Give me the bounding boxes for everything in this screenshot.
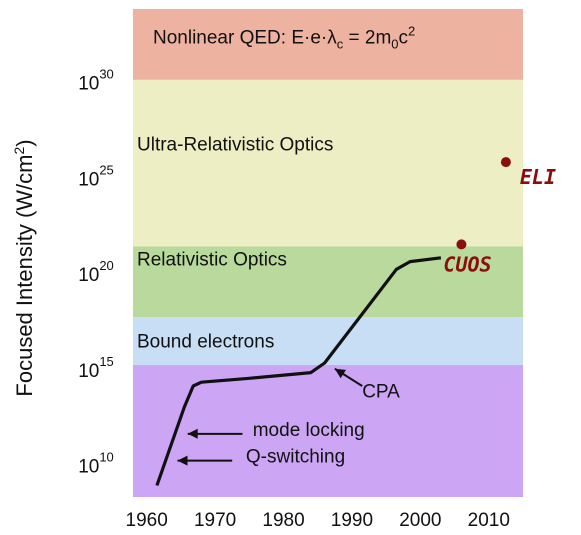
y-tick-label-1e20: 1020 — [78, 258, 114, 286]
y-tick-base: 10 — [78, 169, 99, 190]
y-tick-label-1e25: 1025 — [78, 162, 114, 190]
qed-text-c: c — [399, 27, 409, 48]
y-tick-exponent: 20 — [99, 258, 113, 273]
qed-text-prefix: Nonlinear QED: E·e·λ — [153, 27, 337, 48]
qed-subscript-0: 0 — [391, 36, 398, 51]
point-label-eli: ELI — [520, 165, 556, 189]
y-tick-base: 10 — [78, 265, 99, 286]
band-label-ultra-relativistic-optics: Ultra-Relativistic Optics — [137, 135, 333, 156]
y-tick-exponent: 15 — [99, 354, 113, 369]
point-label-cuos: CUOS — [443, 252, 491, 276]
band-label-relativistic-optics: Relativistic Optics — [137, 249, 287, 270]
qed-text-mid: = 2m — [343, 27, 391, 48]
arrow-q-switching-head — [177, 455, 188, 466]
facility-points: CUOS ELI — [443, 157, 556, 276]
x-tick-label-2000: 2000 — [399, 510, 441, 531]
x-tick-label-2010: 2010 — [468, 510, 510, 531]
intensity-curve-line — [155, 256, 442, 487]
y-tick-base: 10 — [78, 456, 99, 477]
y-tick-exponent: 25 — [99, 162, 113, 177]
x-tick-label-1960: 1960 — [126, 510, 168, 531]
y-tick-exponent: 10 — [99, 449, 113, 464]
band-relativistic-optics — [133, 246, 523, 318]
band-labels: Bound electrons Relativistic Optics Ultra-… — [137, 135, 333, 353]
y-axis-label-close: ) — [12, 139, 37, 146]
y-tick-exponent: 30 — [99, 67, 113, 82]
annotation-q-switching: Q-switching — [246, 447, 345, 468]
annotation-mode-locking: mode locking — [253, 420, 365, 441]
qed-subscript-c: c — [337, 36, 344, 51]
band-region-4 — [133, 9, 523, 80]
x-tick-label-1970: 1970 — [194, 510, 236, 531]
arrow-mode-locking-head — [187, 428, 198, 439]
band-label-bound-electrons: Bound electrons — [137, 332, 274, 353]
annotation-cpa: CPA — [362, 381, 400, 402]
x-axis: 1960 1970 1980 1990 2000 2010 — [126, 510, 510, 531]
point-cuos — [456, 239, 467, 250]
qed-superscript-2: 2 — [408, 23, 415, 38]
y-tick-label-1e10: 1010 — [78, 449, 114, 477]
intensity-bands — [133, 9, 523, 497]
band-ultra-relativistic-optics — [133, 79, 523, 247]
arrow-cpa-head — [334, 368, 346, 379]
y-axis-label: Focused Intensity (W/cm2) — [11, 139, 37, 396]
x-tick-label-1990: 1990 — [331, 510, 373, 531]
y-tick-label-1e15: 1015 — [78, 354, 114, 382]
band-region-0 — [133, 364, 523, 497]
point-eli — [500, 157, 511, 168]
y-tick-label-1e30: 1030 — [78, 67, 114, 95]
x-tick-label-1980: 1980 — [262, 510, 304, 531]
y-tick-base: 10 — [78, 74, 99, 95]
annotations: CPA mode locking Q-switching — [177, 367, 400, 468]
y-axis-label-superscript: 2 — [11, 147, 27, 155]
y-tick-base: 10 — [78, 361, 99, 382]
y-axis-label-text: Focused Intensity (W/cm — [12, 155, 37, 397]
band-label-nonlinear-qed: Nonlinear QED: E·e·λc = 2m0c2 — [153, 23, 415, 51]
intensity-curve-group — [155, 256, 442, 487]
